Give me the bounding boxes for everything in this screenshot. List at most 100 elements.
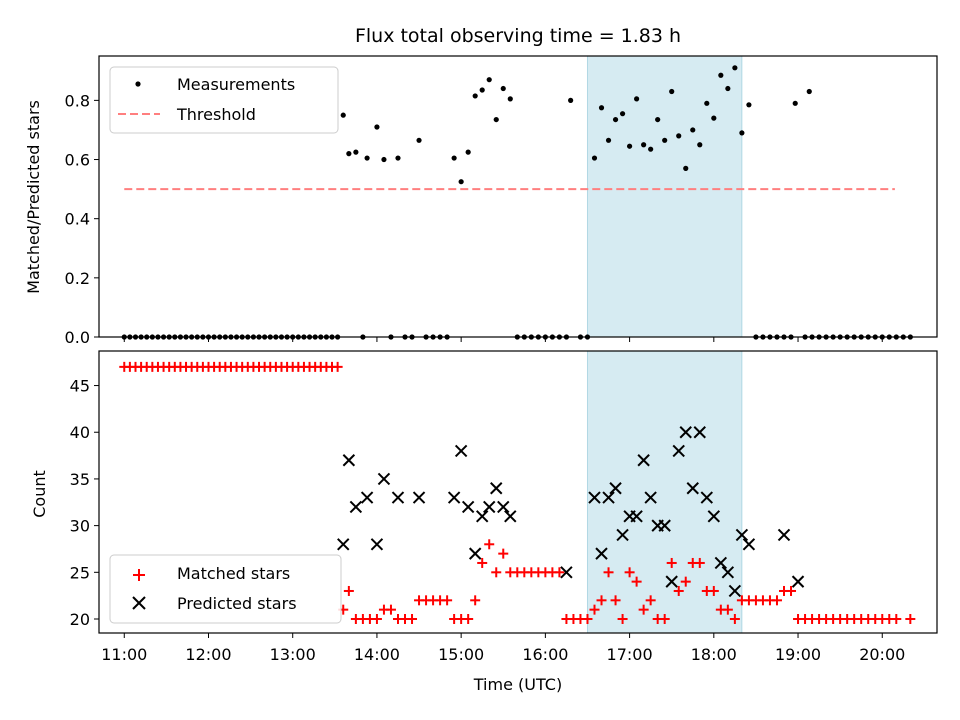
x-tick-label: 16:00 bbox=[522, 645, 568, 664]
predicted-stars-point bbox=[447, 491, 461, 504]
matched-stars-point bbox=[631, 576, 642, 587]
matched-stars-point bbox=[771, 595, 782, 606]
predicted-stars-point bbox=[742, 538, 756, 551]
y-tick-label: 45 bbox=[70, 377, 90, 396]
measurements-point bbox=[458, 179, 464, 185]
predicted-stars-point bbox=[637, 454, 650, 467]
predicted-stars-point bbox=[370, 538, 384, 551]
y-tick-label: 0.0 bbox=[65, 328, 90, 347]
measurements-point bbox=[697, 142, 703, 148]
x-tick-label: 12:00 bbox=[185, 645, 231, 664]
matched-stars-point bbox=[596, 595, 607, 606]
matched-stars-point bbox=[786, 585, 797, 596]
matched-stars-point bbox=[470, 595, 481, 606]
measurements-point bbox=[472, 93, 478, 99]
matched-stars-point bbox=[673, 585, 684, 596]
x-tick-label: 15:00 bbox=[438, 645, 484, 664]
matched-stars-point bbox=[659, 613, 670, 624]
measurements-point bbox=[746, 102, 752, 108]
matched-stars-point bbox=[442, 595, 453, 606]
measurements-point bbox=[364, 155, 370, 161]
matched-stars-point bbox=[680, 576, 691, 587]
measurements-point bbox=[619, 111, 626, 117]
measurements-point bbox=[486, 77, 492, 83]
matched-legend-marker bbox=[133, 569, 145, 581]
predicted-stars-point bbox=[602, 491, 615, 504]
predicted-legend-label: Predicted stars bbox=[177, 594, 297, 613]
matched-stars-point bbox=[385, 604, 396, 615]
matched-stars-point bbox=[589, 604, 600, 615]
predicted-stars-point bbox=[454, 444, 468, 458]
ratio-panel: 0.0 0.2 0.4 0.6 0.8 Flux total observing tim… bbox=[24, 25, 938, 347]
predicted-stars-point bbox=[588, 491, 601, 504]
count-marks bbox=[119, 361, 916, 624]
measurements-point bbox=[591, 155, 598, 161]
x-tick-label: 17:00 bbox=[607, 645, 653, 664]
predicted-stars-point bbox=[475, 510, 489, 523]
measurements-point bbox=[626, 143, 633, 149]
measurements-point bbox=[451, 155, 457, 161]
measurements-legend-marker bbox=[135, 81, 141, 87]
predicted-stars-point bbox=[686, 482, 699, 495]
measurements-point bbox=[669, 88, 675, 95]
predicted-stars-point bbox=[391, 491, 405, 504]
count-y-ticks: 20 25 30 35 40 45 bbox=[70, 377, 99, 629]
predicted-stars-point bbox=[490, 482, 503, 495]
ratio-legend-box bbox=[109, 66, 339, 134]
matched-stars-point bbox=[554, 567, 565, 578]
measurements-point bbox=[346, 151, 352, 157]
predicted-stars-point bbox=[483, 500, 496, 514]
predicted-stars-point bbox=[616, 528, 629, 542]
predicted-stars-point bbox=[693, 426, 706, 439]
measurements-point bbox=[612, 116, 619, 123]
y-tick-label: 20 bbox=[70, 610, 90, 629]
ratio-legend: Measurements Threshold bbox=[109, 66, 339, 134]
measurements-point bbox=[353, 149, 359, 155]
measurements-point bbox=[704, 100, 710, 106]
y-tick-label: 0.2 bbox=[65, 269, 90, 288]
observing-window-span bbox=[586, 55, 743, 338]
matched-stars-point bbox=[407, 613, 418, 624]
x-tick-label: 19:00 bbox=[775, 645, 821, 664]
predicted-stars-point bbox=[504, 510, 517, 523]
count-x-axis-label: Time (UTC) bbox=[473, 675, 562, 694]
measurements-point bbox=[683, 165, 689, 171]
matched-stars-point bbox=[666, 557, 677, 568]
matched-legend-label: Matched stars bbox=[177, 564, 290, 583]
ratio-y-axis-label: Matched/Predicted stars bbox=[24, 100, 43, 294]
matched-stars-point bbox=[484, 539, 495, 550]
measurements-point bbox=[718, 72, 724, 78]
predicted-stars-point bbox=[644, 491, 657, 504]
predicted-stars-point bbox=[679, 426, 692, 439]
measurements-point bbox=[739, 130, 745, 136]
measurements-point bbox=[500, 85, 506, 92]
predicted-stars-point bbox=[497, 500, 510, 514]
predicted-stars-point bbox=[595, 547, 608, 560]
predicted-stars-point bbox=[714, 556, 728, 570]
matched-stars-point bbox=[891, 613, 902, 624]
chart-title: Flux total observing time = 1.83 h bbox=[355, 25, 681, 47]
matched-stars-point bbox=[343, 585, 354, 596]
matched-stars-point bbox=[371, 613, 382, 624]
predicted-stars-point bbox=[342, 454, 356, 467]
measurements-point bbox=[479, 87, 485, 93]
measurements-point bbox=[792, 100, 798, 106]
matched-stars-point bbox=[332, 361, 343, 372]
predicted-stars-point bbox=[630, 510, 643, 523]
x-tick-label: 11:00 bbox=[101, 645, 147, 664]
measurements-point bbox=[641, 142, 647, 148]
predicted-stars-point bbox=[735, 528, 749, 542]
measurements-point bbox=[732, 65, 738, 71]
x-tick-label: 13:00 bbox=[270, 645, 316, 664]
ratio-axes-frame bbox=[98, 55, 938, 338]
ratio-x-ticks bbox=[123, 337, 883, 342]
ratio-y-ticks: 0.0 0.2 0.4 0.6 0.8 bbox=[65, 91, 99, 347]
matched-stars-point bbox=[645, 595, 656, 606]
matched-stars-point bbox=[624, 567, 635, 578]
matched-stars-point bbox=[617, 613, 628, 624]
count-legend-box bbox=[109, 554, 342, 624]
measurements-point bbox=[634, 96, 640, 102]
measurements-point bbox=[493, 116, 499, 123]
predicted-stars-point bbox=[461, 500, 475, 514]
